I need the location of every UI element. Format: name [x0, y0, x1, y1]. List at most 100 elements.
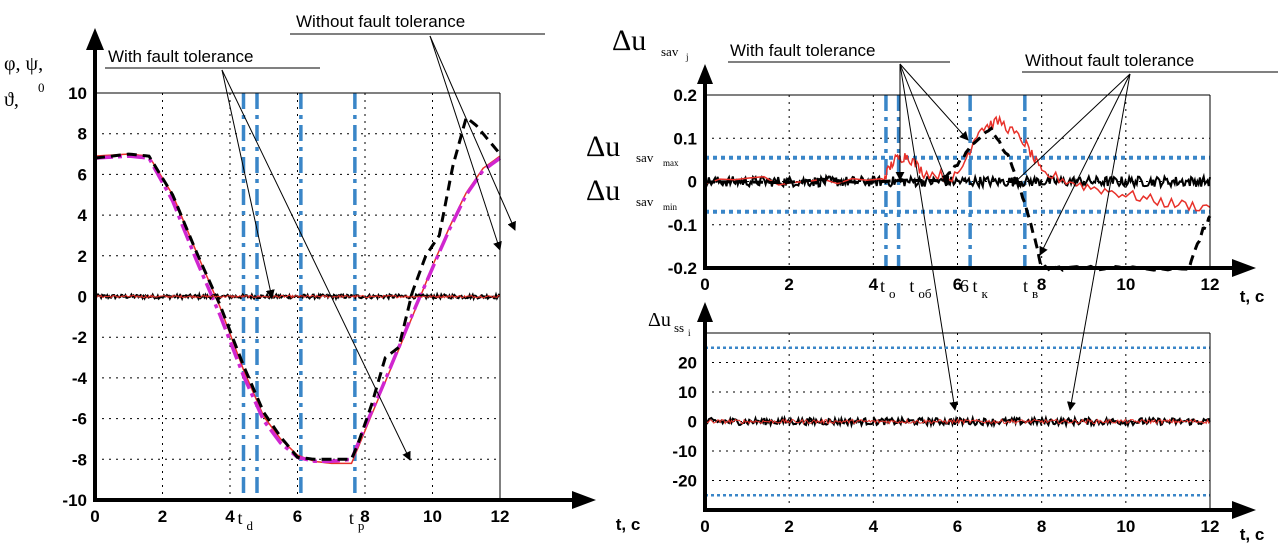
br-series: [704, 414, 1211, 429]
left-xtick-label: 4: [225, 507, 235, 526]
left-time-mark: t: [349, 508, 354, 528]
br-xtick-label: 12: [1201, 517, 1220, 536]
left-xtick-label: 0: [90, 507, 99, 526]
br-thresholds: [705, 346, 1210, 497]
tr-time-mark-sub: к: [982, 286, 989, 301]
br-ytick-label: -20: [672, 472, 697, 491]
left-time-mark-sub: p: [358, 518, 365, 533]
br-ytick-label: -10: [672, 442, 697, 461]
svg-text:ss: ss: [674, 320, 684, 335]
br-ticks: 0 2 4 6 8 10 12 -20 -10 0 10 20: [672, 354, 1219, 537]
br-series-1: [704, 418, 1211, 425]
left-y-label-degree: 0: [38, 80, 45, 95]
tr-y-arrow: [697, 64, 713, 84]
left-ytick-label: -6: [72, 410, 87, 429]
br-xtick-label: 6: [953, 517, 962, 536]
left-ytick-label: 8: [78, 125, 87, 144]
tr-x-label: t, c: [1240, 287, 1265, 306]
left-ytick-label: -8: [72, 450, 87, 469]
left-xtick-label: 12: [491, 507, 510, 526]
left-series: [94, 114, 502, 465]
br-xtick-label: 4: [869, 517, 879, 536]
tr-xtick-label: 0: [700, 275, 709, 294]
left-x-label: t, c: [616, 515, 641, 534]
left-ytick-label: 10: [68, 84, 87, 103]
left-annot-without: Without fault tolerance: [296, 12, 465, 31]
tr-threshold-label-subsub: max: [663, 158, 679, 168]
br-ytick-label: 0: [688, 413, 697, 432]
left-xtick-label: 6: [293, 507, 302, 526]
tr-ytick-label: 0: [688, 173, 697, 192]
br-xtick-label: 10: [1116, 517, 1135, 536]
tr-ticks: 0 2 4 6 8 10 12 -0.2 -0.1 0 0.1 0.2: [668, 86, 1220, 294]
tr-ytick-label: -0.2: [668, 259, 697, 278]
tr-series-0: [704, 172, 1211, 191]
tr-time-mark: t: [909, 276, 914, 296]
br-ytick-label: 10: [678, 383, 697, 402]
tr-time-mark: t: [1023, 276, 1028, 296]
tr-time-mark: 6: [960, 276, 969, 296]
tr-xtick-label: 6: [953, 275, 962, 294]
left-y-label-line2: ϑ,: [4, 89, 19, 111]
tr-xtick-label: 12: [1201, 275, 1220, 294]
left-series-2: [94, 114, 502, 461]
tr-y-label: Δu sav j: [612, 24, 689, 62]
svg-text:i: i: [688, 328, 691, 338]
left-ticks: 0 2 4 6 8 10 12 -10 -8 -6 -4 -2 0 2 4 6 8 10: [62, 84, 509, 526]
tr-series-2: [704, 126, 1212, 272]
tr-threshold-label: Δu: [586, 174, 620, 207]
left-annot-with: With fault tolerance: [108, 47, 254, 66]
left-panel: 0 2 4 6 8 10 12 -10 -8 -6 -4 -2 0 2 4 6 8 10 t, c φ, ψ, ϑ…: [4, 12, 640, 534]
left-xtick-label: 8: [360, 507, 369, 526]
tr-time-mark-sub: в: [1032, 286, 1038, 301]
left-ytick-label: -4: [72, 369, 88, 388]
tr-series: [704, 114, 1212, 272]
tr-time-mark: t: [880, 276, 885, 296]
tr-ytick-label: -0.1: [668, 216, 697, 235]
tr-annotation-arrows: [895, 63, 1131, 411]
left-ytick-label: -10: [62, 491, 87, 510]
left-time-mark-sub: d: [247, 518, 254, 533]
left-xtick-label: 2: [158, 507, 167, 526]
tr-ytick-label: 0.1: [673, 129, 697, 148]
left-y-arrow: [86, 28, 104, 50]
br-xtick-label: 2: [784, 517, 793, 536]
svg-text:sav: sav: [661, 44, 679, 59]
left-xtick-label: 10: [423, 507, 442, 526]
left-time-mark: t: [238, 508, 243, 528]
br-ytick-label: 20: [678, 354, 697, 373]
svg-text:Δu: Δu: [612, 24, 646, 57]
tr-x-arrow: [1232, 259, 1256, 277]
tr-threshold-label-subsub: min: [663, 202, 678, 212]
left-ytick-label: 6: [78, 165, 87, 184]
bottom-right-panel: 0 2 4 6 8 10 12 -20 -10 0 10 20 t, c Δu ss i: [648, 302, 1264, 544]
left-annotation-arrows: [221, 35, 516, 461]
left-series-4: [94, 294, 501, 299]
tr-xtick-label: 10: [1116, 275, 1135, 294]
tr-xtick-label: 2: [784, 275, 793, 294]
svg-text:j: j: [685, 52, 689, 62]
left-series-1: [94, 154, 502, 464]
tr-time-mark-sub: o: [889, 286, 896, 301]
left-ytick-label: 0: [78, 288, 87, 307]
tr-time-marks: t o t oб 6 t к t в: [880, 276, 1038, 301]
left-ytick-label: 2: [78, 247, 87, 266]
left-x-arrow: [572, 491, 596, 509]
br-x-arrow: [1232, 501, 1256, 519]
tr-threshold-label-sub: sav: [636, 194, 654, 209]
br-xtick-label: 0: [700, 517, 709, 536]
br-y-arrow: [697, 302, 713, 322]
tr-ytick-label: 0.2: [673, 86, 697, 105]
left-y-label-line1: φ, ψ,: [4, 53, 43, 75]
br-x-label: t, c: [1240, 525, 1265, 544]
br-y-label: Δu ss i: [648, 309, 691, 338]
top-right-panel: 0 2 4 6 8 10 12 -0.2 -0.1 0 0.1 0.2 t, c Δu sav j Δ…: [586, 24, 1278, 411]
br-xtick-label: 8: [1037, 517, 1046, 536]
left-ytick-label: 4: [78, 206, 88, 225]
svg-text:Δu: Δu: [648, 309, 671, 331]
left-ytick-label: -2: [72, 328, 87, 347]
tr-threshold-label-sub: sav: [636, 150, 654, 165]
